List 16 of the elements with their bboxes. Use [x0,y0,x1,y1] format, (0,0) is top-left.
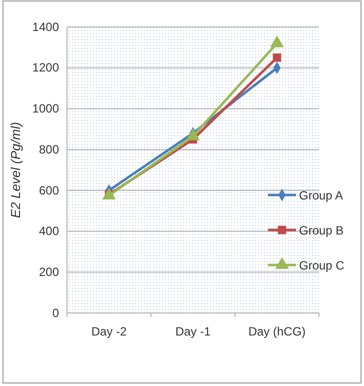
point [272,53,282,62]
y-axis-title: E2 Level (Pg/ml) [8,122,23,218]
y-tick-label: 0 [52,306,60,320]
y-tick-label: 600 [38,183,60,198]
y-tick-label: 800 [38,142,60,156]
legend-label: Group C [299,258,345,272]
y-tick-label: 1200 [32,60,60,75]
x-tick-label: Day (hCG) [248,324,306,339]
y-tick-label: 400 [38,224,60,238]
y-tick-label: 1000 [32,102,60,116]
y-tick-label: 1400 [32,20,60,34]
y-tick-label: 200 [38,264,60,279]
x-tick-label: Day -1 [175,324,211,339]
legend-label: Group B [299,224,344,238]
legend-label: Group A [299,188,344,202]
x-tick-label: Day -2 [91,324,127,339]
